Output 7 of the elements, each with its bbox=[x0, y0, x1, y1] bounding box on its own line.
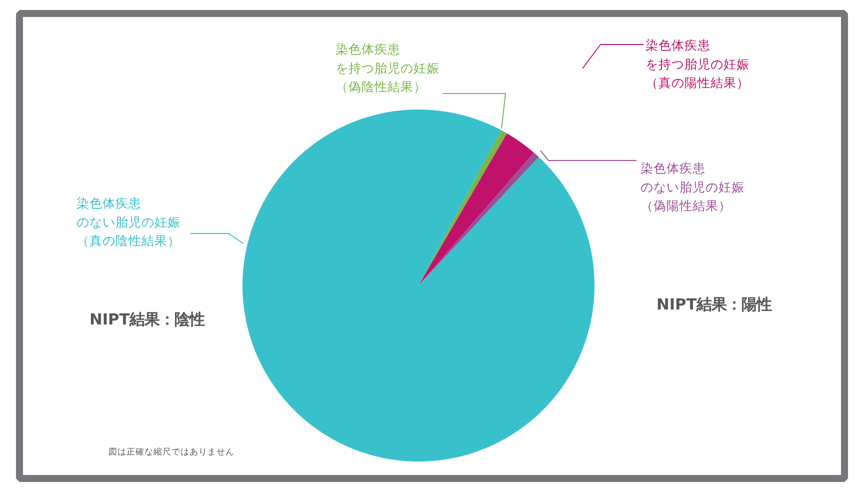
text: 図は正確な縮尺ではありません bbox=[108, 446, 234, 458]
legend-label: 染色体疾患を持つ胎児の妊娠（真の陽性結果） bbox=[646, 38, 750, 90]
slice-label: 染色体疾患を持つ胎児の妊娠（偽陰性結果） bbox=[336, 42, 440, 94]
slice-label: 染色体疾患のない胎児の妊娠（真の陰性結果） bbox=[76, 196, 180, 248]
text: NIPT結果：陽性 bbox=[656, 296, 772, 314]
text: NIPT結果：陰性 bbox=[90, 310, 205, 328]
slice-label: 染色体疾患のない胎児の妊娠（偽陽性結果） bbox=[640, 160, 744, 213]
